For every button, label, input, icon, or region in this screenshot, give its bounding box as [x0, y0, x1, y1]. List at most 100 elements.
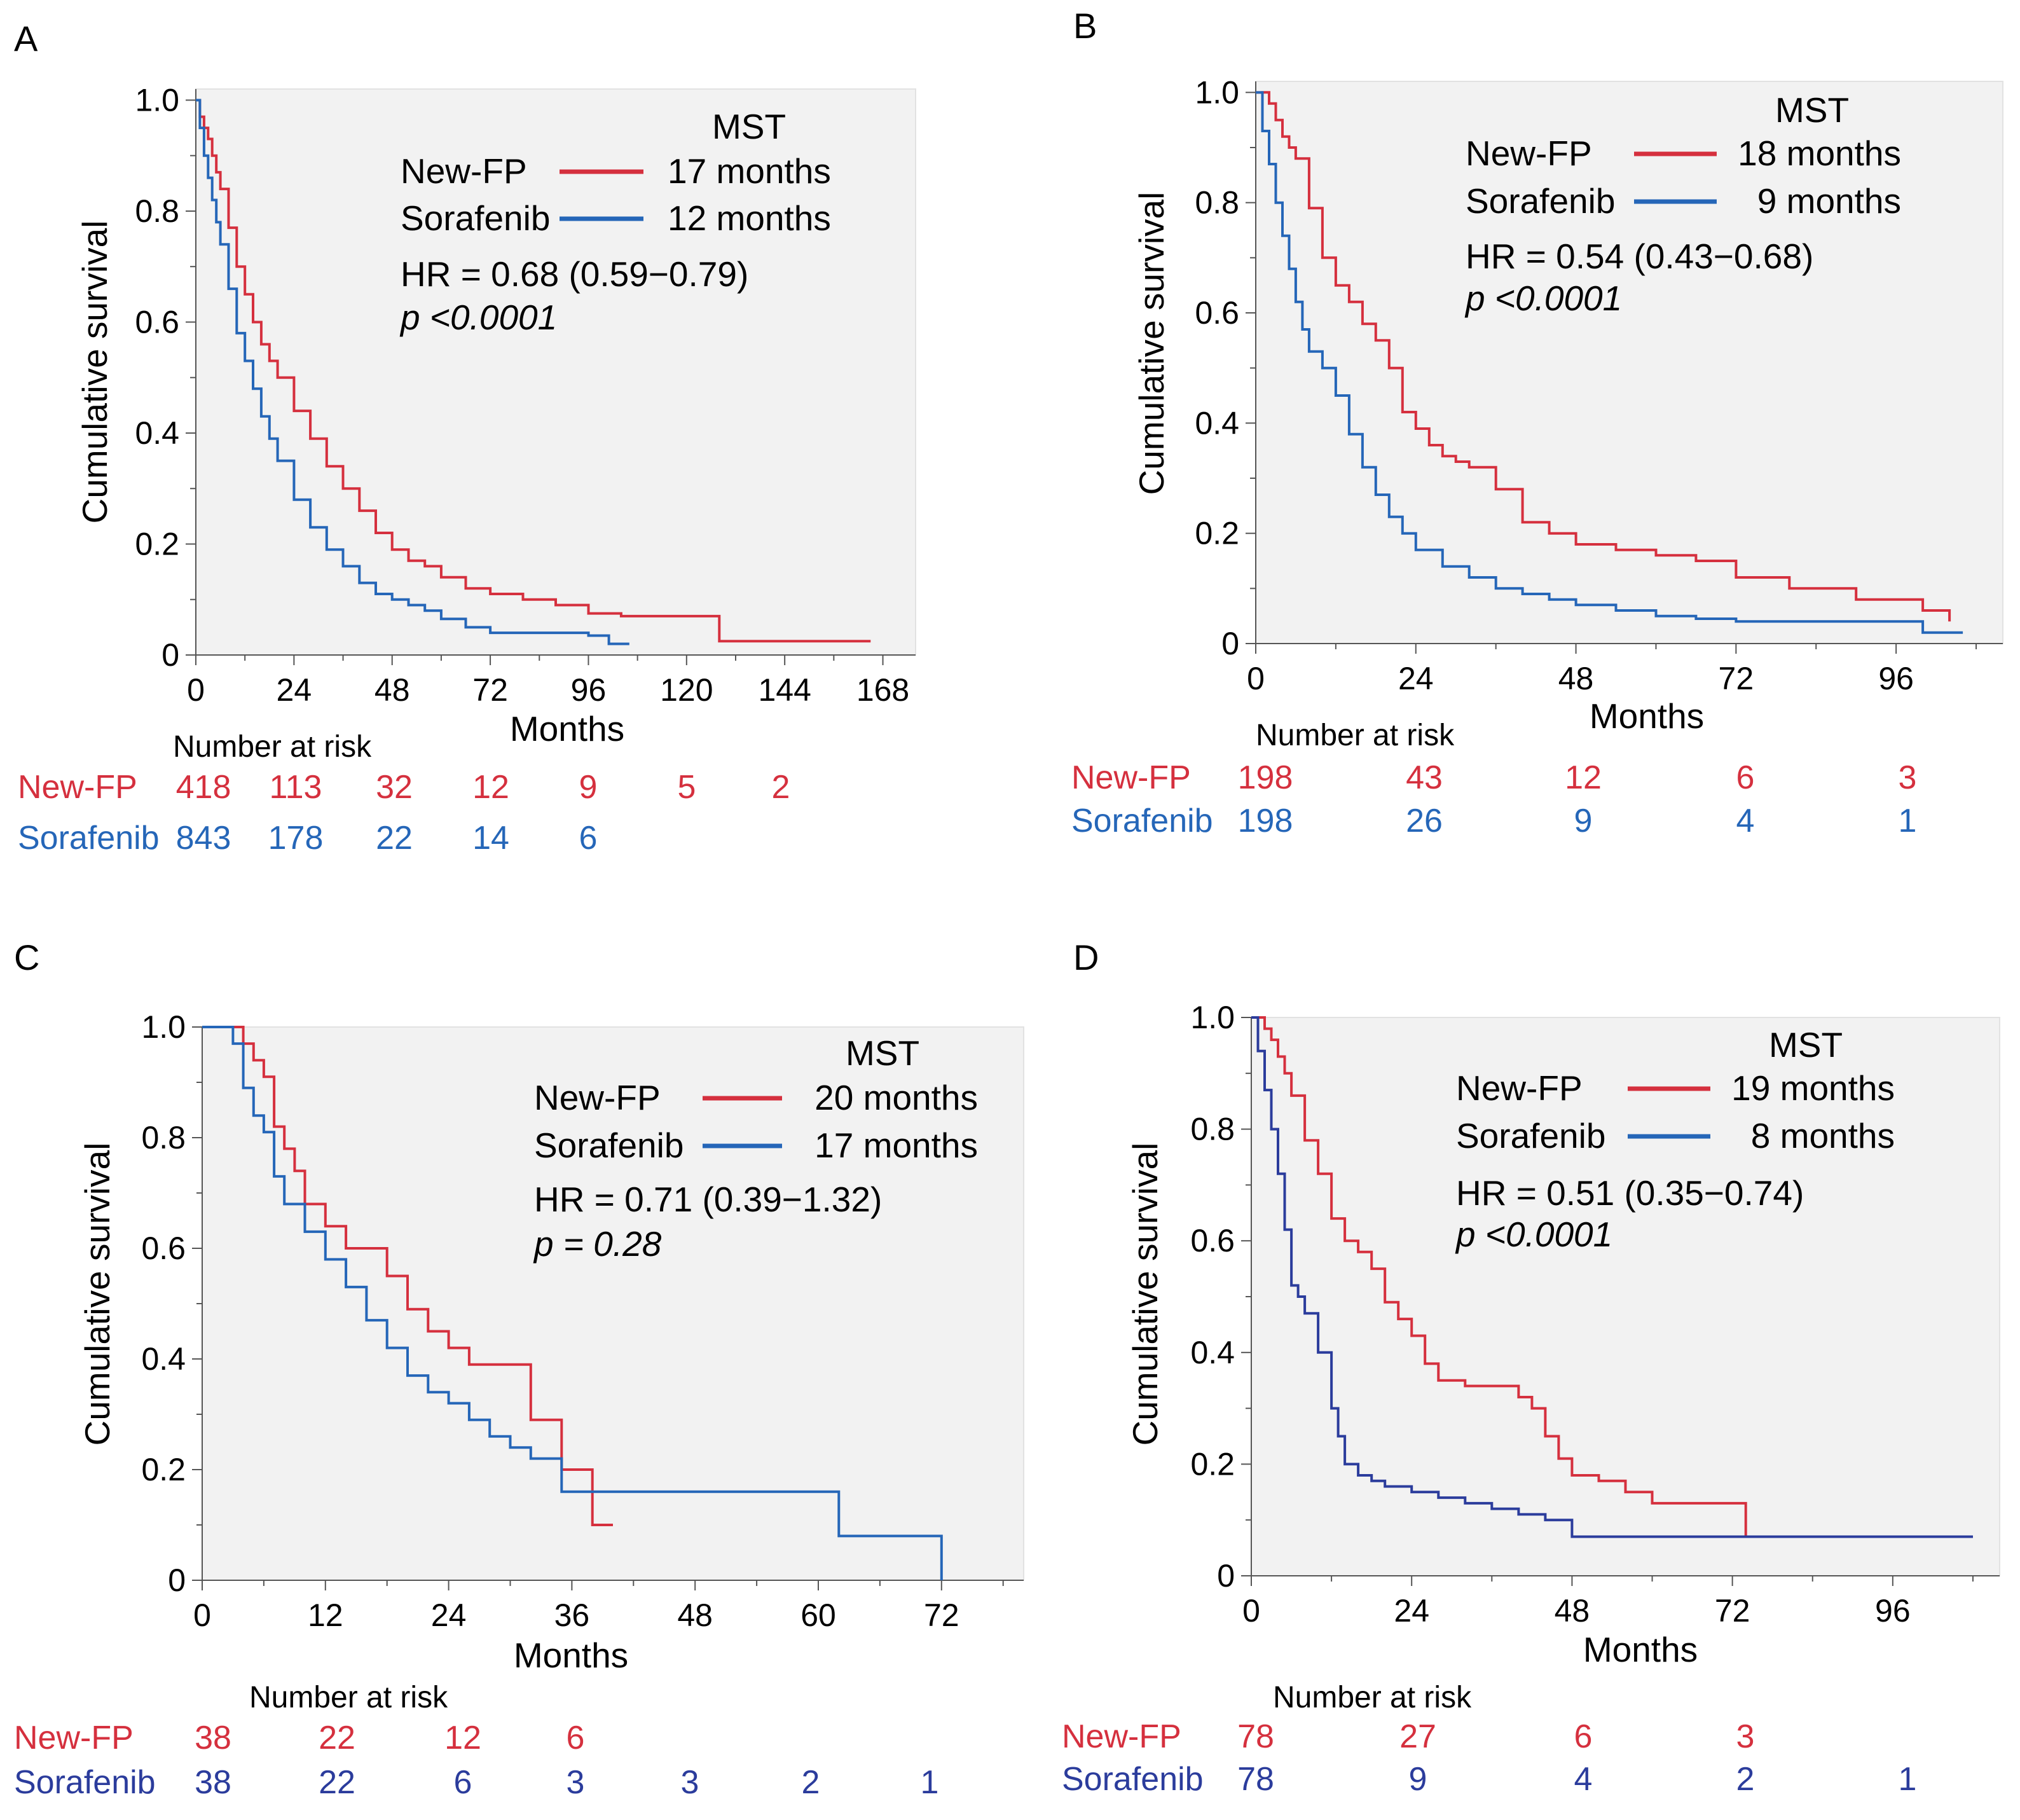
x-tick-label: 24: [1394, 1593, 1429, 1629]
risk-count: 198: [1238, 759, 1293, 796]
y-tick-label: 1.0: [135, 82, 179, 118]
risk-count: 3: [567, 1764, 585, 1801]
risk-count: 1: [921, 1764, 939, 1801]
risk-count: 9: [1409, 1761, 1427, 1798]
risk-count: 12: [472, 769, 509, 806]
risk-count: 6: [1736, 759, 1755, 796]
risk-count: 4: [1574, 1761, 1593, 1798]
risk-count: 3: [681, 1764, 699, 1801]
legend-header: MST: [1769, 1025, 1843, 1065]
risk-count: 2: [1736, 1761, 1755, 1798]
panel-label: A: [14, 18, 38, 59]
y-tick-label: 0.4: [135, 415, 179, 451]
y-tick-label: 0.8: [1190, 1112, 1235, 1147]
risk-count: 27: [1399, 1718, 1436, 1755]
p-value: p <0.0001: [1455, 1215, 1612, 1254]
y-tick-label: 0.8: [141, 1120, 186, 1155]
hazard-ratio: HR = 0.51 (0.35−0.74): [1456, 1173, 1804, 1213]
risk-count: 38: [195, 1720, 231, 1756]
risk-table-title: Number at risk: [1273, 1681, 1472, 1714]
risk-count: 418: [176, 769, 231, 806]
y-axis-label: Cumulative survival: [1125, 1143, 1165, 1446]
risk-count: 3: [1899, 759, 1917, 796]
survival-curve-sorafenib: [1256, 91, 1963, 634]
y-tick-label: 0.2: [1195, 516, 1239, 551]
x-tick-label: 24: [277, 672, 312, 708]
x-tick-label: 0: [1247, 661, 1265, 696]
legend-entry-name: New-FP: [534, 1078, 661, 1117]
panel-label: B: [1073, 6, 1097, 46]
risk-row-name: New-FP: [14, 1720, 134, 1756]
risk-table-title: Number at risk: [173, 730, 372, 764]
legend-entry-name: Sorafenib: [1456, 1116, 1605, 1155]
y-tick-label: 0.2: [1190, 1446, 1235, 1482]
y-tick-label: 0.6: [141, 1231, 186, 1266]
risk-row-name: Sorafenib: [14, 1764, 156, 1801]
risk-count: 5: [678, 769, 696, 806]
plot-area: [195, 88, 916, 656]
risk-count: 198: [1238, 803, 1293, 839]
risk-count: 6: [579, 820, 598, 857]
y-tick-label: 0.2: [141, 1452, 186, 1487]
y-tick-label: 0.8: [135, 193, 179, 229]
y-tick-label: 0.4: [141, 1341, 186, 1377]
y-tick-label: 0: [168, 1562, 186, 1598]
risk-count: 22: [319, 1764, 355, 1801]
risk-count: 2: [802, 1764, 820, 1801]
x-axis-label: Months: [1583, 1630, 1698, 1669]
risk-count: 43: [1406, 759, 1443, 796]
legend-entry-mst: 20 months: [814, 1078, 978, 1117]
risk-row-name: Sorafenib: [1071, 803, 1213, 839]
y-axis-label: Cumulative survival: [75, 221, 114, 524]
risk-row-name: New-FP: [1062, 1718, 1181, 1755]
risk-table-title: Number at risk: [1256, 719, 1455, 752]
legend-header: MST: [712, 107, 786, 146]
risk-count: 22: [376, 820, 413, 857]
risk-count: 3: [1736, 1718, 1755, 1755]
risk-count: 38: [195, 1764, 231, 1801]
survival-curve-new-fp: [196, 99, 871, 643]
panel-label: D: [1073, 937, 1099, 977]
x-tick-label: 0: [187, 672, 205, 708]
risk-count: 4: [1736, 803, 1755, 839]
y-tick-label: 0: [1217, 1558, 1235, 1594]
x-tick-label: 48: [374, 672, 410, 708]
hazard-ratio: HR = 0.68 (0.59−0.79): [401, 254, 748, 294]
risk-count: 6: [1574, 1718, 1593, 1755]
risk-table-title: Number at risk: [249, 1681, 448, 1714]
x-tick-label: 0: [1242, 1593, 1260, 1629]
legend-entry-name: Sorafenib: [1466, 181, 1615, 221]
p-value: p <0.0001: [1464, 279, 1622, 318]
risk-count: 12: [1565, 759, 1602, 796]
y-tick-label: 1.0: [141, 1009, 186, 1045]
risk-row-name: Sorafenib: [1062, 1761, 1204, 1798]
y-tick-label: 0.6: [135, 304, 179, 340]
legend-entry-mst: 19 months: [1731, 1068, 1895, 1108]
legend-entry-mst: 17 months: [814, 1126, 978, 1165]
risk-count: 6: [567, 1720, 585, 1756]
legend-entry-name: Sorafenib: [534, 1126, 684, 1165]
x-tick-label: 96: [1875, 1593, 1911, 1629]
x-tick-label: 12: [308, 1597, 343, 1633]
legend-entry-name: New-FP: [1466, 134, 1592, 173]
legend-entry-name: Sorafenib: [401, 198, 550, 238]
y-tick-label: 0.4: [1190, 1335, 1235, 1370]
survival-curve-new-fp: [202, 1026, 613, 1526]
y-tick-label: 1.0: [1195, 74, 1239, 110]
risk-row-name: New-FP: [18, 769, 137, 806]
hazard-ratio: HR = 0.54 (0.43−0.68): [1466, 237, 1813, 276]
survival-curve-sorafenib: [196, 99, 629, 645]
x-tick-label: 36: [554, 1597, 590, 1633]
x-tick-label: 120: [660, 672, 713, 708]
y-tick-label: 0.8: [1195, 185, 1239, 221]
y-tick-label: 0.6: [1195, 295, 1239, 331]
risk-count: 32: [376, 769, 413, 806]
y-tick-label: 0.2: [135, 526, 179, 562]
risk-count: 1: [1899, 1761, 1917, 1798]
p-value: p <0.0001: [399, 298, 557, 337]
legend-header: MST: [1775, 90, 1849, 130]
x-tick-label: 96: [1878, 661, 1914, 696]
risk-row-name: Sorafenib: [18, 820, 160, 857]
x-tick-label: 72: [924, 1597, 959, 1633]
